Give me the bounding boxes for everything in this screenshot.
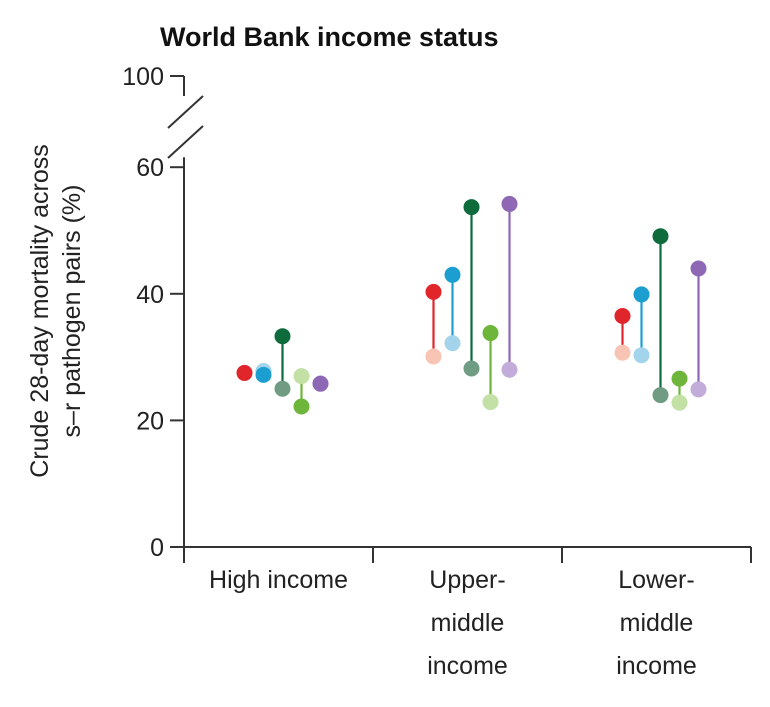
y-tick-label: 60 — [136, 154, 164, 182]
y-axis-label-line-1: Crude 28-day mortality across — [26, 144, 54, 477]
resistant-point — [425, 283, 442, 300]
category-label-lower_middle: income — [616, 652, 697, 680]
category-label-upper_middle: income — [427, 652, 508, 680]
resistant-point — [482, 325, 499, 342]
y-ticks: 0 20 40 60 100 — [122, 63, 184, 562]
susceptible-point — [690, 381, 707, 398]
susceptible-point — [425, 348, 442, 365]
resistant-point — [690, 260, 707, 277]
category-label-lower_middle: middle — [620, 609, 694, 637]
susceptible-point — [614, 344, 631, 361]
y-axis-label-line-2: s–r pathogen pairs (%) — [58, 185, 86, 438]
y-tick-label: 0 — [150, 534, 164, 562]
category-label-upper_middle: Upper- — [429, 566, 505, 594]
resistant-point — [274, 328, 291, 345]
x-categories: High income Upper-middle income Lower-middl… — [209, 566, 697, 680]
susceptible-point — [501, 361, 518, 378]
susceptible-point — [671, 394, 688, 411]
category-label-upper_middle: middle — [431, 609, 505, 637]
resistant-point — [671, 370, 688, 387]
resistant-point — [255, 366, 272, 383]
resistant-point — [652, 228, 669, 245]
axes — [167, 76, 752, 563]
susceptible-point — [444, 335, 461, 352]
data-marks — [236, 195, 707, 415]
resistant-point — [293, 398, 310, 415]
susceptible-point — [463, 360, 480, 377]
resistant-point — [312, 375, 329, 392]
susceptible-point — [274, 380, 291, 397]
resistant-point — [614, 307, 631, 324]
resistant-point — [444, 266, 461, 283]
axis-break-slash-top — [167, 95, 204, 129]
susceptible-point — [482, 394, 499, 411]
y-tick-label: 20 — [136, 407, 164, 435]
resistant-point — [236, 364, 253, 381]
category-label-lower_middle: Lower- — [618, 566, 694, 594]
category-label-high: High income — [209, 566, 348, 594]
susceptible-point — [633, 347, 650, 364]
y-tick-label: 40 — [136, 281, 164, 309]
susceptible-point — [293, 368, 310, 385]
resistant-point — [501, 195, 518, 212]
resistant-point — [463, 199, 480, 216]
susceptible-point — [652, 387, 669, 404]
y-tick-label: 100 — [122, 63, 164, 91]
chart-title: World Bank income status — [160, 22, 499, 52]
axis-break-slash-bottom — [167, 125, 204, 159]
resistant-point — [633, 286, 650, 303]
